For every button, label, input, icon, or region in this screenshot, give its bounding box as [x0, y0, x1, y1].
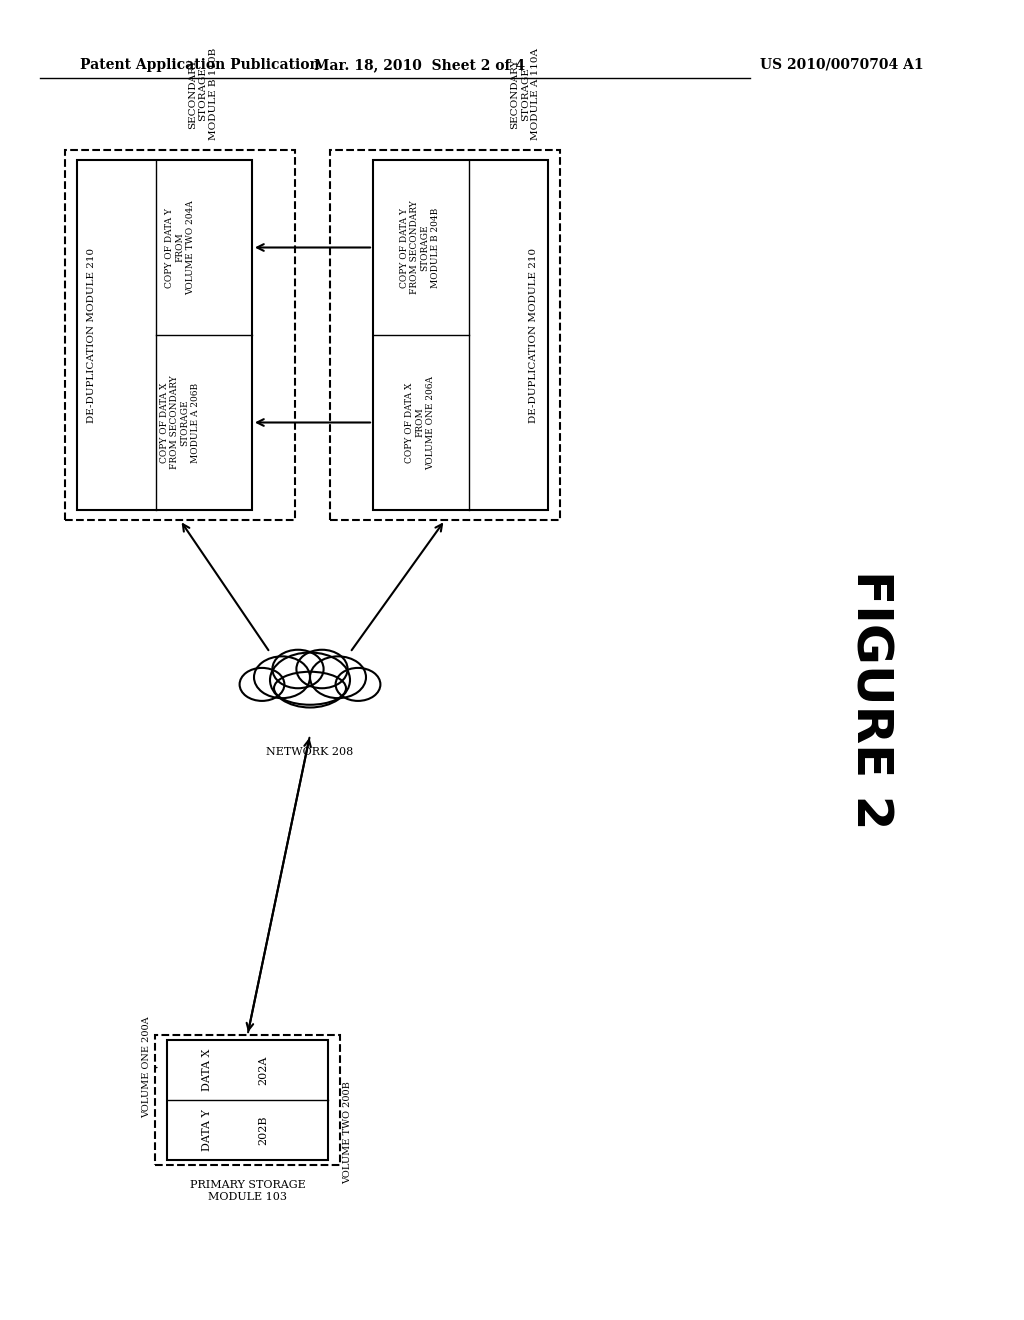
- Ellipse shape: [310, 656, 366, 698]
- Text: Mar. 18, 2010  Sheet 2 of 4: Mar. 18, 2010 Sheet 2 of 4: [314, 58, 525, 73]
- Ellipse shape: [274, 672, 346, 705]
- Text: SECONDARY
STORAGE
MODULE A 110A: SECONDARY STORAGE MODULE A 110A: [511, 48, 541, 140]
- Text: DATA X: DATA X: [203, 1049, 212, 1092]
- Text: Patent Application Publication: Patent Application Publication: [80, 58, 319, 73]
- Ellipse shape: [336, 668, 380, 701]
- Text: DATA Y: DATA Y: [203, 1109, 212, 1151]
- FancyBboxPatch shape: [77, 160, 252, 510]
- FancyBboxPatch shape: [373, 160, 548, 510]
- Text: 202A: 202A: [259, 1055, 268, 1085]
- Text: COPY OF DATA X
FROM
VOLUME ONE 206A: COPY OF DATA X FROM VOLUME ONE 206A: [406, 375, 435, 470]
- Ellipse shape: [296, 649, 347, 688]
- Text: VOLUME ONE 200A: VOLUME ONE 200A: [142, 1016, 152, 1118]
- FancyBboxPatch shape: [65, 150, 295, 520]
- Text: COPY OF DATA Y
FROM
VOLUME TWO 204A: COPY OF DATA Y FROM VOLUME TWO 204A: [165, 201, 195, 294]
- Ellipse shape: [240, 668, 285, 701]
- Text: US 2010/0070704 A1: US 2010/0070704 A1: [760, 58, 924, 73]
- Ellipse shape: [270, 652, 350, 708]
- Text: FIGURE 2: FIGURE 2: [846, 570, 894, 830]
- FancyBboxPatch shape: [155, 1035, 340, 1166]
- FancyBboxPatch shape: [330, 150, 560, 520]
- Text: PRIMARY STORAGE
MODULE 103: PRIMARY STORAGE MODULE 103: [189, 1180, 305, 1201]
- Text: COPY OF DATA Y
FROM SECONDARY
STORAGE
MODULE B 204B: COPY OF DATA Y FROM SECONDARY STORAGE MO…: [399, 201, 440, 294]
- Text: DE-DUPLICATION MODULE 210: DE-DUPLICATION MODULE 210: [528, 247, 538, 422]
- Ellipse shape: [254, 656, 310, 698]
- Text: VOLUME TWO 200B: VOLUME TWO 200B: [343, 1081, 352, 1184]
- Text: 202B: 202B: [259, 1115, 268, 1144]
- Text: COPY OF DATA X
FROM SECONDARY
STORAGE
MODULE A 206B: COPY OF DATA X FROM SECONDARY STORAGE MO…: [160, 376, 200, 470]
- FancyBboxPatch shape: [167, 1040, 328, 1160]
- Text: SECONDARY
STORAGE
MODULE B 110B: SECONDARY STORAGE MODULE B 110B: [188, 48, 218, 140]
- Text: NETWORK 208: NETWORK 208: [266, 747, 353, 756]
- Ellipse shape: [272, 649, 324, 688]
- Text: DE-DUPLICATION MODULE 210: DE-DUPLICATION MODULE 210: [87, 247, 96, 422]
